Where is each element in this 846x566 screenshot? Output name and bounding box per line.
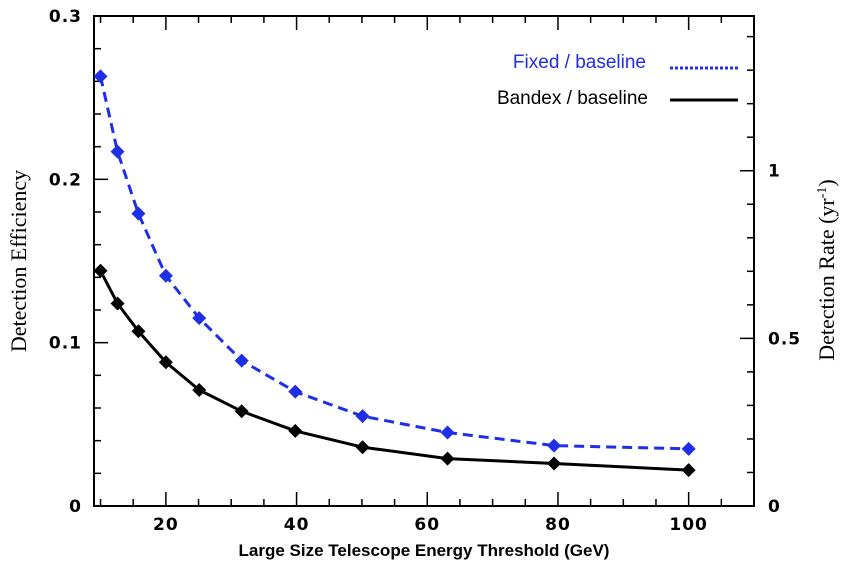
data-point-0 bbox=[93, 69, 108, 84]
data-point-1 bbox=[681, 463, 696, 478]
x-tick-label: 100 bbox=[669, 515, 708, 535]
y-tick-label: 0.3 bbox=[49, 7, 82, 27]
data-point-0 bbox=[158, 268, 173, 283]
data-point-0 bbox=[110, 144, 125, 159]
data-point-1 bbox=[158, 355, 173, 370]
y2-axis-title-close: ) bbox=[814, 179, 839, 186]
data-point-1 bbox=[547, 456, 562, 471]
y2-tick-label: 1 bbox=[768, 162, 781, 182]
data-point-1 bbox=[234, 404, 249, 419]
x-tick-label: 40 bbox=[284, 515, 310, 535]
data-point-0 bbox=[681, 441, 696, 456]
x-tick-label: 20 bbox=[153, 515, 179, 535]
y2-axis-title-main: Detection Rate (yr bbox=[814, 198, 839, 361]
legend-label-bandex: Bandex / baseline bbox=[497, 88, 648, 109]
data-point-1 bbox=[93, 263, 108, 278]
series-layer bbox=[93, 69, 696, 478]
series-line-1 bbox=[99, 270, 689, 472]
data-point-1 bbox=[288, 423, 303, 438]
y-tick-label: 0 bbox=[69, 497, 82, 517]
y2-axis-title-sup: -1 bbox=[815, 187, 830, 199]
ticks: 20 40 60 80 100 0 0.1 0.2 0.3 0 0.5 1 bbox=[49, 7, 801, 535]
y2-tick-label: 0.5 bbox=[768, 329, 801, 349]
data-point-0 bbox=[288, 384, 303, 399]
data-point-0 bbox=[355, 409, 370, 424]
y2-tick-label: 0 bbox=[768, 497, 781, 517]
data-point-1 bbox=[110, 296, 125, 311]
data-point-0 bbox=[547, 438, 562, 453]
legend-label-fixed: Fixed / baseline bbox=[513, 52, 646, 73]
data-point-0 bbox=[234, 353, 249, 368]
data-point-1 bbox=[355, 440, 370, 455]
y2-axis-title: Detection Rate (yr-1) bbox=[814, 179, 839, 361]
data-point-1 bbox=[192, 383, 207, 398]
x-axis-title: Large Size Telescope Energy Threshold (G… bbox=[239, 541, 610, 560]
data-point-0 bbox=[192, 311, 207, 326]
data-point-0 bbox=[131, 206, 146, 221]
data-point-0 bbox=[440, 425, 455, 440]
data-point-1 bbox=[440, 451, 455, 466]
data-point-1 bbox=[131, 324, 146, 339]
x-tick-label: 60 bbox=[414, 515, 440, 535]
y-axis-title: Detection Efficiency bbox=[6, 170, 31, 352]
x-tick-label: 80 bbox=[545, 515, 571, 535]
plot-frame bbox=[93, 15, 755, 507]
series-line-0 bbox=[99, 76, 689, 451]
y-tick-label: 0.2 bbox=[49, 170, 82, 190]
y-tick-label: 0.1 bbox=[49, 334, 82, 354]
legend: Fixed / baseline Bandex / baseline bbox=[497, 52, 738, 109]
